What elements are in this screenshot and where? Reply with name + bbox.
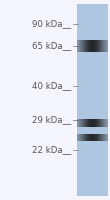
Bar (77, 4, 108, 196)
Bar (88, 119, 89, 127)
Bar (80, 134, 81, 140)
Bar (104, 40, 105, 51)
Bar (81, 134, 82, 140)
Bar (100, 40, 101, 51)
Bar (93, 119, 94, 127)
Bar (80, 119, 81, 127)
Bar (81, 40, 82, 51)
Bar (95, 119, 96, 127)
Bar (89, 119, 90, 127)
Bar (106, 134, 107, 140)
Bar (101, 40, 102, 51)
Bar (84, 40, 85, 51)
Bar (100, 119, 101, 127)
Bar (91, 134, 92, 140)
Bar (104, 134, 105, 140)
Bar (83, 119, 84, 127)
Bar (87, 40, 88, 51)
Bar (99, 40, 100, 51)
Bar (85, 40, 86, 51)
Bar (88, 134, 89, 140)
Bar (91, 40, 92, 51)
Bar (95, 40, 96, 51)
Bar (87, 134, 88, 140)
Bar (96, 119, 97, 127)
Bar (83, 40, 84, 51)
Bar (82, 40, 83, 51)
Bar (95, 134, 96, 140)
Bar (94, 119, 95, 127)
Bar (86, 40, 87, 51)
Bar (105, 119, 106, 127)
Bar (90, 134, 91, 140)
Bar (86, 119, 87, 127)
Bar (80, 40, 81, 51)
Bar (86, 134, 87, 140)
Bar (91, 119, 92, 127)
Bar (97, 119, 98, 127)
Bar (107, 134, 108, 140)
Bar (99, 134, 100, 140)
Bar (102, 40, 103, 51)
Bar (81, 119, 82, 127)
Bar (92, 119, 93, 127)
Text: 29 kDa__: 29 kDa__ (32, 116, 72, 124)
Bar (106, 119, 107, 127)
Bar (82, 134, 83, 140)
Text: 22 kDa__: 22 kDa__ (32, 146, 72, 154)
Bar (101, 134, 102, 140)
Bar (98, 119, 99, 127)
Bar (77, 134, 78, 140)
Bar (92, 134, 93, 140)
Bar (107, 119, 108, 127)
Bar (105, 134, 106, 140)
Bar (89, 134, 90, 140)
Bar (82, 119, 83, 127)
Bar (96, 134, 97, 140)
Bar (88, 40, 89, 51)
Bar (89, 40, 90, 51)
Bar (87, 119, 88, 127)
Bar (90, 40, 91, 51)
Bar (85, 134, 86, 140)
Bar (97, 40, 98, 51)
Bar (77, 40, 78, 51)
Bar (103, 134, 104, 140)
Bar (100, 134, 101, 140)
Bar (105, 40, 106, 51)
Bar (102, 119, 103, 127)
Bar (103, 40, 104, 51)
Bar (99, 119, 100, 127)
Bar (96, 40, 97, 51)
Bar (90, 119, 91, 127)
Bar (92, 40, 93, 51)
Bar (97, 134, 98, 140)
Bar (79, 119, 80, 127)
Bar (106, 40, 107, 51)
Bar (79, 134, 80, 140)
Bar (77, 119, 78, 127)
Bar (78, 119, 79, 127)
Bar (84, 134, 85, 140)
Bar (93, 134, 94, 140)
Bar (94, 40, 95, 51)
Bar (98, 40, 99, 51)
Bar (107, 40, 108, 51)
Bar (83, 134, 84, 140)
Bar (78, 134, 79, 140)
Text: 90 kDa__: 90 kDa__ (32, 20, 72, 28)
Bar (102, 134, 103, 140)
Bar (98, 134, 99, 140)
Bar (84, 119, 85, 127)
Bar (104, 119, 105, 127)
Bar (78, 40, 79, 51)
Bar (101, 119, 102, 127)
Bar (85, 119, 86, 127)
Bar (103, 119, 104, 127)
Bar (79, 40, 80, 51)
Bar (93, 40, 94, 51)
Text: 40 kDa__: 40 kDa__ (32, 82, 72, 90)
Text: 65 kDa__: 65 kDa__ (32, 42, 72, 50)
Bar (94, 134, 95, 140)
